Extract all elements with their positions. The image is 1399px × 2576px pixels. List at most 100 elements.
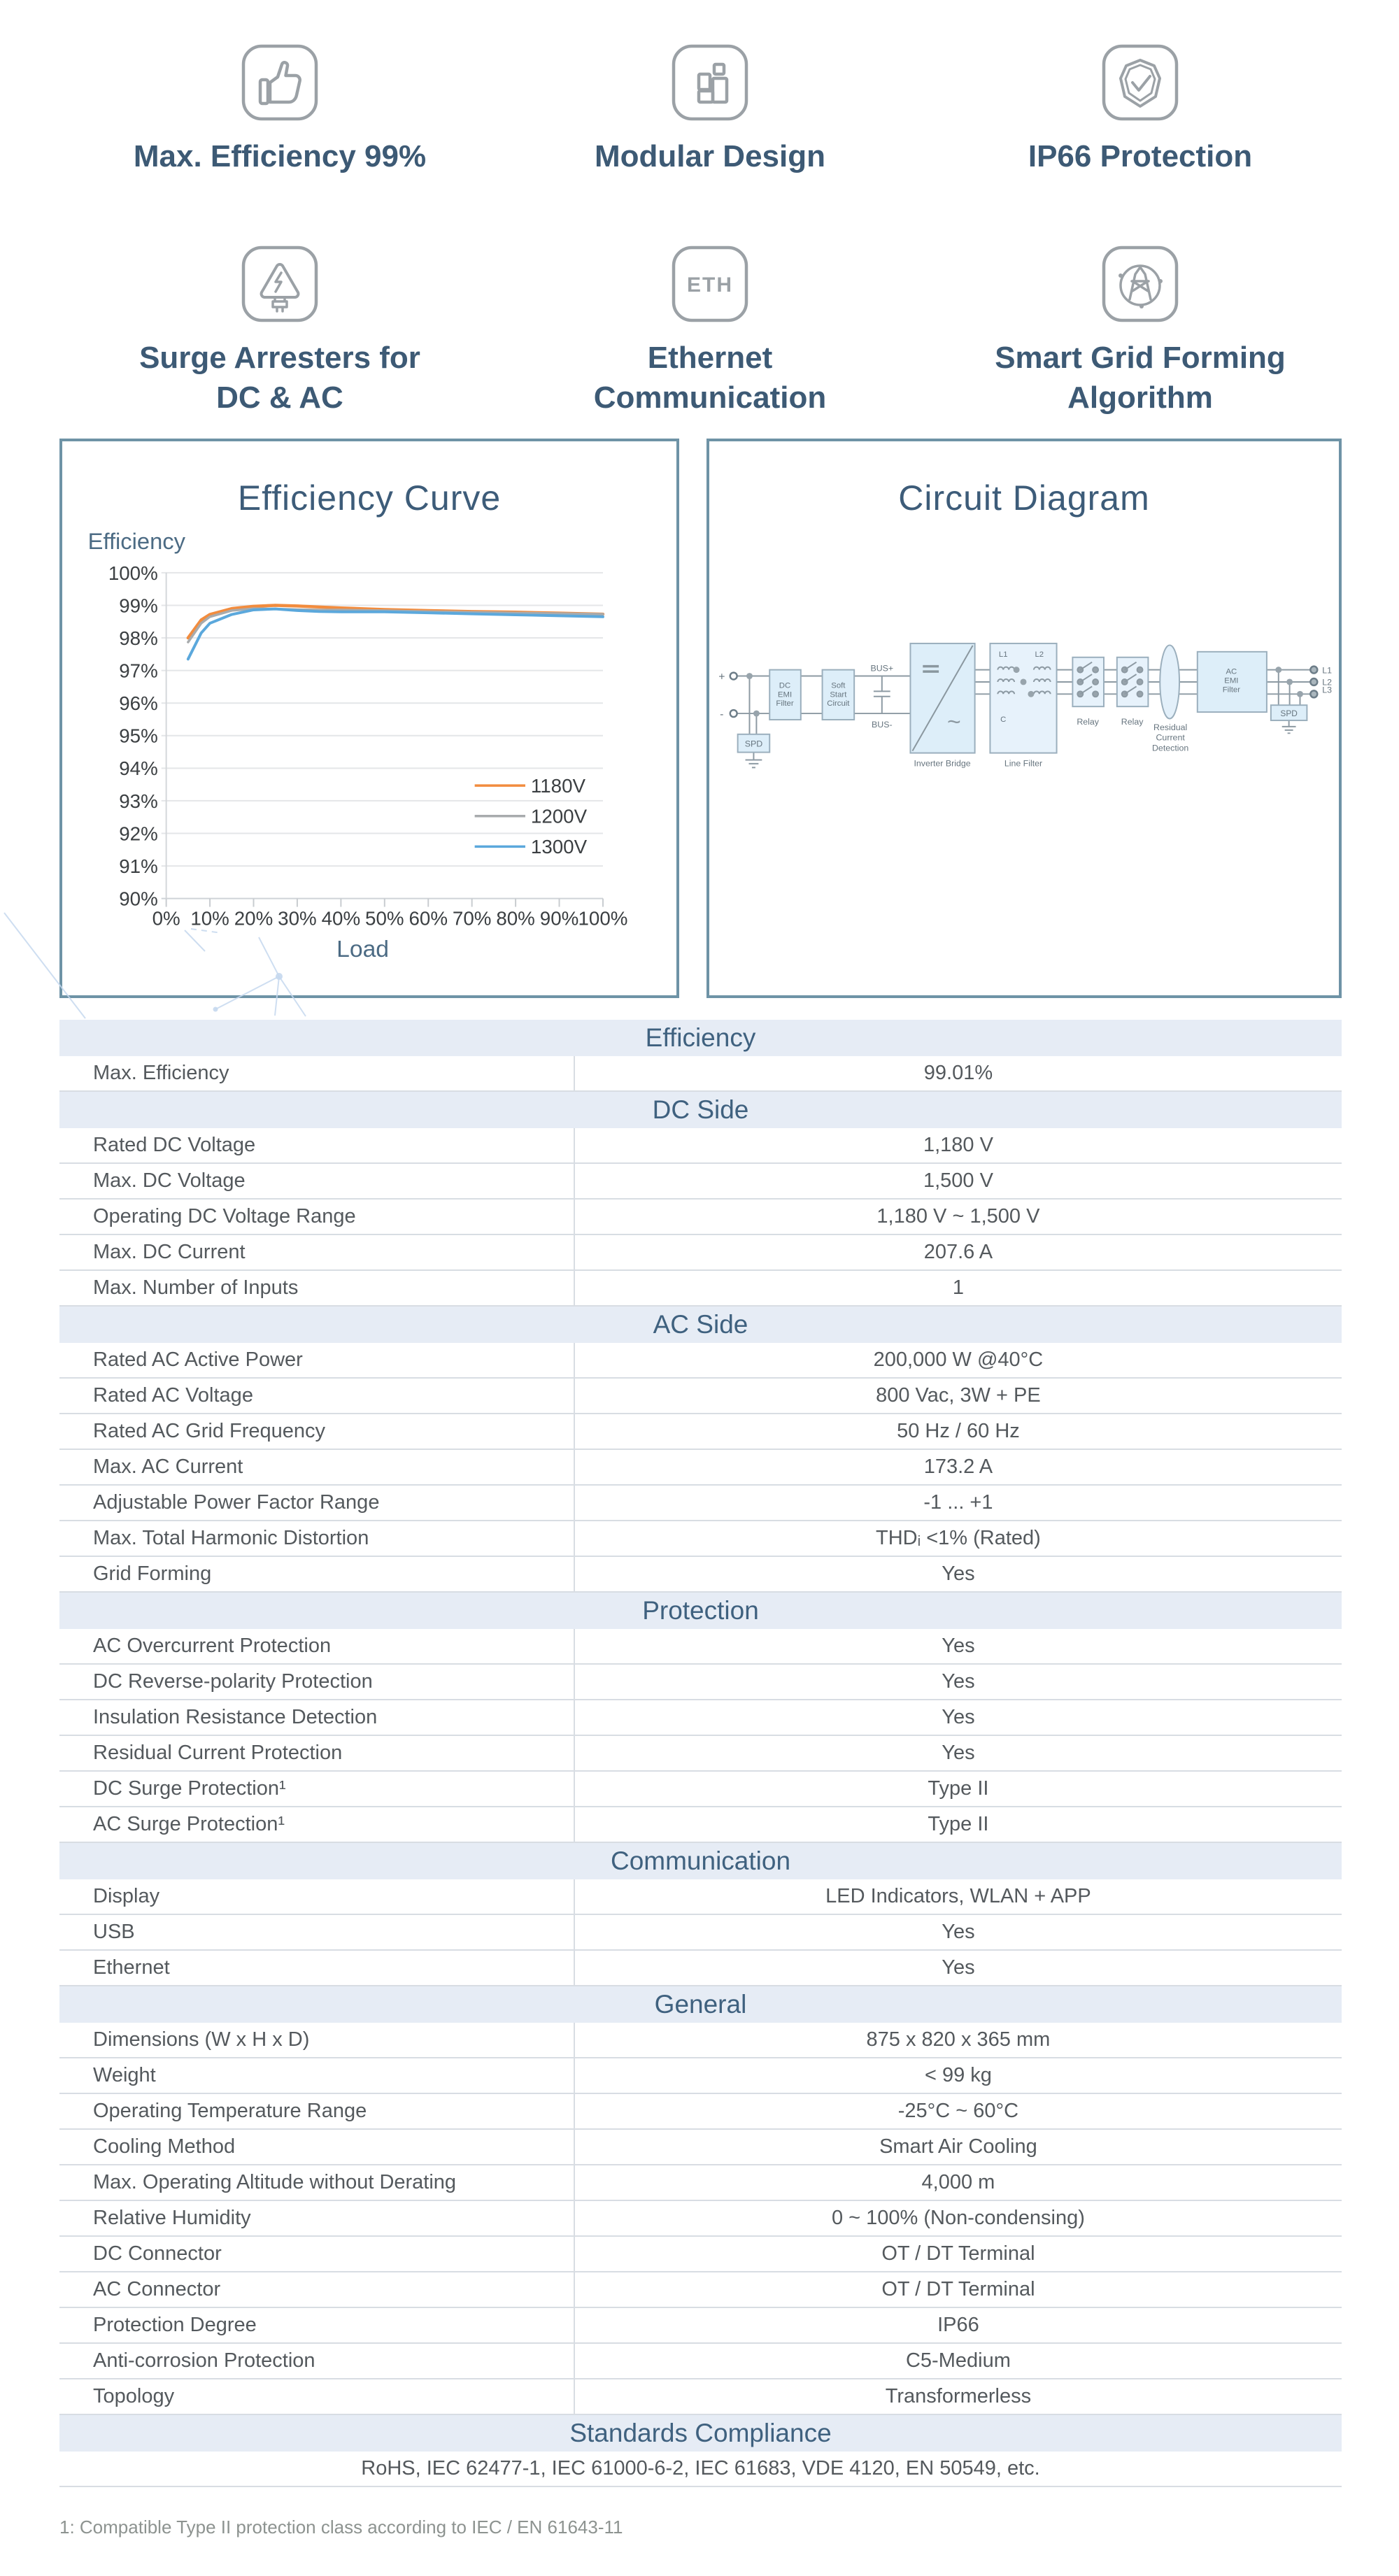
rcd-ellipse [1159, 644, 1181, 720]
out-l2-label: L2 [1322, 677, 1332, 687]
table-cell-label: Grid Forming [59, 1557, 575, 1591]
table-cell-label: Max. Total Harmonic Distortion [59, 1521, 575, 1556]
table-row: Rated AC Grid Frequency 50 Hz / 60 Hz [59, 1414, 1342, 1450]
table-row: Max. DC Current 207.6 A [59, 1235, 1342, 1271]
footnote: 1: Compatible Type II protection class a… [59, 2517, 623, 2538]
table-cell-value: 4,000 m [921, 2171, 995, 2193]
x-tick-label: 70% [453, 907, 492, 929]
svg-text:Start: Start [830, 690, 847, 699]
efficiency-chart: Efficiency 90% 91% 92% 93% 94% 95% 96% 97% 98% 99%… [88, 528, 628, 962]
surge-arrester-icon [241, 245, 319, 323]
table-row: Max. Efficiency 99.01% [59, 1056, 1342, 1092]
table-cell-label: Ethernet [59, 1951, 575, 1985]
feature-label: IP66 Protection [1028, 139, 1253, 173]
series-1200V [187, 607, 604, 643]
x-tick-label: 0% [152, 907, 180, 929]
table-cell-value: OT / DT Terminal [881, 2278, 1035, 2300]
table-row: RoHS, IEC 62477-1, IEC 61000-6-2, IEC 61… [59, 2452, 1342, 2487]
table-cell-label: Max. DC Voltage [59, 1164, 575, 1198]
table-cell-value: OT / DT Terminal [881, 2242, 1035, 2265]
table-row: Rated AC Active Power 200,000 W @40°C [59, 1343, 1342, 1379]
modular-design-icon [671, 43, 749, 122]
table-cell-label: Rated DC Voltage [59, 1128, 575, 1162]
table-row: DC Connector OT / DT Terminal [59, 2237, 1342, 2272]
table-section-header: Communication [59, 1843, 1342, 1879]
table-cell-label: Rated AC Grid Frequency [59, 1414, 575, 1449]
smart-grid-icon [1101, 245, 1179, 323]
feature-ip66: IP66 Protection [930, 43, 1350, 176]
table-row: Rated DC Voltage 1,180 V [59, 1128, 1342, 1164]
table-cell-label: Dimensions (W x H x D) [59, 2023, 575, 2057]
table-cell-label: USB [59, 1915, 575, 1949]
svg-text:Detection: Detection [1152, 743, 1188, 753]
table-row: Cooling Method Smart Air Cooling [59, 2130, 1342, 2165]
table-row: Insulation Resistance Detection Yes [59, 1700, 1342, 1736]
table-cell-label: Max. Operating Altitude without Derating [59, 2165, 575, 2200]
svg-text:Filter: Filter [776, 699, 793, 708]
table-section-header: Protection [59, 1593, 1342, 1629]
table-row: Max. Number of Inputs 1 [59, 1271, 1342, 1307]
table-cell-value: Yes [942, 1563, 975, 1585]
table-cell-label: Max. Efficiency [59, 1056, 575, 1090]
relay1-label: Relay [1077, 717, 1099, 727]
table-cell-value: -25°C ~ 60°C [897, 2100, 1019, 2122]
table-cell-label: Rated AC Active Power [59, 1343, 575, 1377]
table-cell-value: 207.6 A [923, 1241, 993, 1263]
dc-emi-label: DC [779, 681, 790, 690]
table-cell-value: Yes [942, 1956, 975, 1979]
table-row: Ethernet Yes [59, 1951, 1342, 1986]
svg-text:Current: Current [1156, 733, 1186, 743]
x-tick-label: 90% [540, 907, 579, 929]
table-cell-value: Yes [942, 1742, 975, 1764]
spd-right-label: SPD [1280, 709, 1297, 718]
ac-emi-label: AC [1226, 668, 1237, 676]
y-tick-label: 99% [119, 595, 158, 616]
x-tick-label: 100% [578, 907, 627, 929]
legend-label: 1180V [531, 775, 586, 797]
l2-label: L2 [1035, 650, 1044, 659]
feature-label: Ethernet Communication [593, 341, 827, 415]
table-cell-value: Transformerless [885, 2385, 1032, 2407]
table-cell-value: 1 [952, 1276, 964, 1299]
table-cell-label: AC Surge Protection¹ [59, 1807, 575, 1842]
table-row: Operating DC Voltage Range 1,180 V ~ 1,50… [59, 1200, 1342, 1235]
table-cell-label: DC Reverse-polarity Protection [59, 1665, 575, 1699]
out-l1-label: L1 [1322, 666, 1332, 676]
bus-minus-label: BUS- [872, 720, 893, 730]
table-cell-label: AC Connector [59, 2272, 575, 2307]
table-section-header: General [59, 1986, 1342, 2023]
table-cell-value: THDᵢ <1% (Rated) [876, 1527, 1041, 1549]
table-cell-value: 800 Vac, 3W + PE [876, 1384, 1041, 1407]
series-1300V [186, 607, 604, 661]
table-cell-label: DC Surge Protection¹ [59, 1772, 575, 1806]
table-row: Anti-corrosion Protection C5-Medium [59, 2344, 1342, 2379]
table-cell-value: Yes [942, 1635, 975, 1657]
table-row: Max. AC Current 173.2 A [59, 1450, 1342, 1486]
inverter-bridge-label: Inverter Bridge [914, 758, 970, 768]
y-tick-label: 94% [119, 757, 158, 779]
feature-max-efficiency: Max. Efficiency 99% [70, 43, 490, 176]
minus-label: - [720, 709, 723, 720]
circuit-diagram: = ~ [718, 642, 1332, 768]
feature-label: Max. Efficiency 99% [133, 139, 427, 173]
table-row: Dimensions (W x H x D) 875 x 820 x 365 mm [59, 2023, 1342, 2058]
table-row: Residual Current Protection Yes [59, 1736, 1342, 1772]
x-tick-label: 60% [409, 907, 448, 929]
table-cell-label: Relative Humidity [59, 2201, 575, 2235]
plus-label: + [718, 671, 725, 683]
svg-text:EMI: EMI [1224, 676, 1238, 685]
table-cell-label: Display [59, 1879, 575, 1914]
table-cell-label: Topology [59, 2379, 575, 2414]
table-cell-label: Residual Current Protection [59, 1736, 575, 1770]
table-cell-value: Type II [928, 1813, 989, 1835]
line-filter-label: Line Filter [1004, 758, 1042, 768]
table-row: AC Surge Protection¹ Type II [59, 1807, 1342, 1843]
table-cell-value: IP66 [937, 2314, 979, 2336]
table-cell-label: Max. AC Current [59, 1450, 575, 1484]
table-cell-value: 1,500 V [923, 1169, 993, 1192]
table-row: Operating Temperature Range -25°C ~ 60°C [59, 2094, 1342, 2130]
table-section-header: Efficiency [59, 1020, 1342, 1056]
table-section-header: DC Side [59, 1092, 1342, 1128]
bus-plus-label: BUS+ [870, 664, 893, 674]
